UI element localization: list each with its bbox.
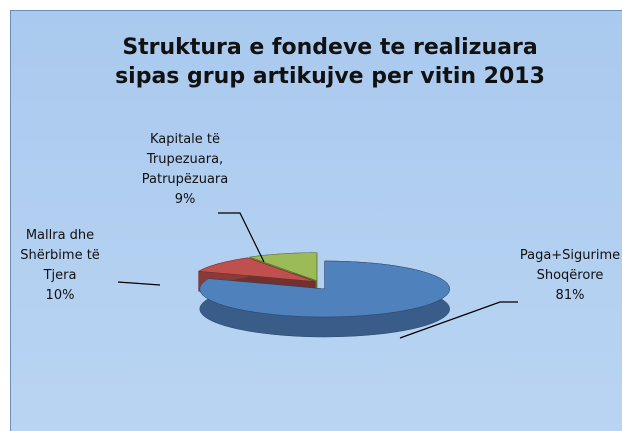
- category-label: Mallra dhe Shërbime të Tjera: [20, 228, 100, 283]
- data-label: Mallra dhe Shërbime të Tjera 10%: [5, 226, 115, 306]
- data-label: Paga+Sigurime Shoqërore 81%: [515, 246, 622, 306]
- category-label: Paga+Sigurime Shoqërore: [519, 248, 621, 283]
- slice-top: [199, 260, 450, 318]
- value-label: 9%: [174, 192, 196, 207]
- category-label: Kapitale të Trupezuara, Patrupëzuara: [141, 132, 229, 187]
- slice-top: [248, 252, 318, 282]
- leader-line: [218, 212, 265, 263]
- chart-title: Struktura e fondeve te realizuara sipas …: [115, 35, 545, 89]
- value-label: 10%: [45, 288, 75, 303]
- slice-top: [197, 257, 315, 282]
- leader-line: [399, 301, 518, 339]
- slice: [199, 260, 450, 338]
- value-label: 81%: [555, 288, 585, 303]
- leader-line: [117, 281, 161, 286]
- data-label: Kapitale të Trupezuara, Patrupëzuara 9%: [140, 130, 230, 210]
- chart-area: [10, 10, 622, 431]
